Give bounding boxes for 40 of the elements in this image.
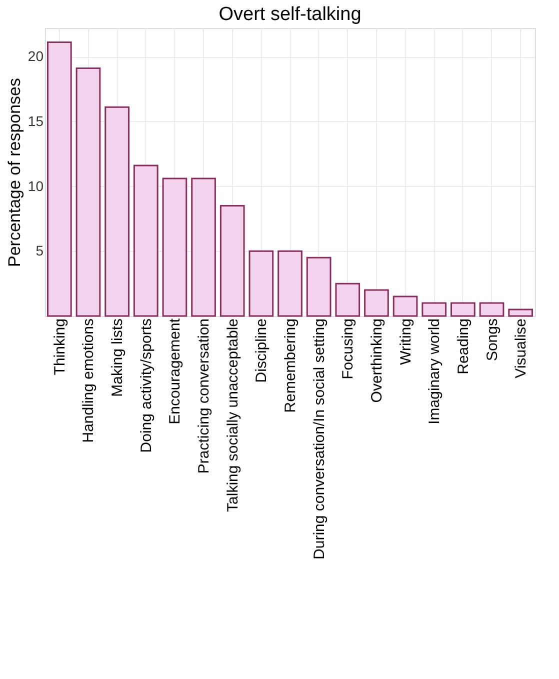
y-tick-label: 10 — [28, 178, 44, 194]
x-tick-label: Writing — [397, 318, 414, 365]
x-tick-label: Thinking — [51, 318, 68, 376]
y-tick-label: 5 — [36, 242, 44, 259]
bar — [191, 178, 216, 317]
bar — [76, 67, 101, 317]
x-tick-label: Songs — [484, 318, 501, 362]
bar — [248, 250, 274, 317]
x-tick-label: Imaginary world — [426, 318, 444, 424]
x-tick-label: Encouragement — [166, 318, 184, 424]
bar — [508, 308, 534, 317]
bar — [104, 106, 130, 317]
bar — [220, 204, 245, 317]
bar — [133, 164, 158, 317]
x-tick-label: Remembering — [282, 318, 299, 413]
x-tick-label: Talking socially unacceptable — [224, 318, 242, 512]
x-tick-label: Handling emotions — [80, 318, 98, 443]
bar — [46, 42, 72, 317]
x-tick-label: During conversation/In social setting — [310, 318, 328, 560]
x-tick-label: Making lists — [109, 318, 126, 397]
bar — [278, 250, 302, 317]
bar — [306, 256, 332, 317]
bar — [479, 302, 504, 317]
bar — [364, 289, 389, 317]
y-tick-label: 15 — [28, 112, 44, 129]
bar — [162, 178, 188, 317]
x-tick-label: Focusing — [340, 318, 357, 380]
bar — [422, 302, 447, 317]
y-tick-label: 20 — [28, 48, 44, 64]
x-tick-label: Practicing conversation — [196, 318, 213, 474]
chart-title: Overt self-talking — [218, 4, 362, 25]
x-tick-label: Visualise — [512, 318, 530, 378]
x-tick-label: Reading — [454, 318, 472, 374]
bar — [335, 282, 360, 317]
bar — [450, 302, 476, 317]
x-tick-label: Discipline — [253, 318, 270, 383]
bar — [392, 296, 418, 317]
x-tick-label: Doing activity/sports — [138, 318, 155, 453]
y-axis-title: Percentage of responses — [4, 78, 24, 268]
x-tick-label: Overthinking — [368, 318, 386, 403]
